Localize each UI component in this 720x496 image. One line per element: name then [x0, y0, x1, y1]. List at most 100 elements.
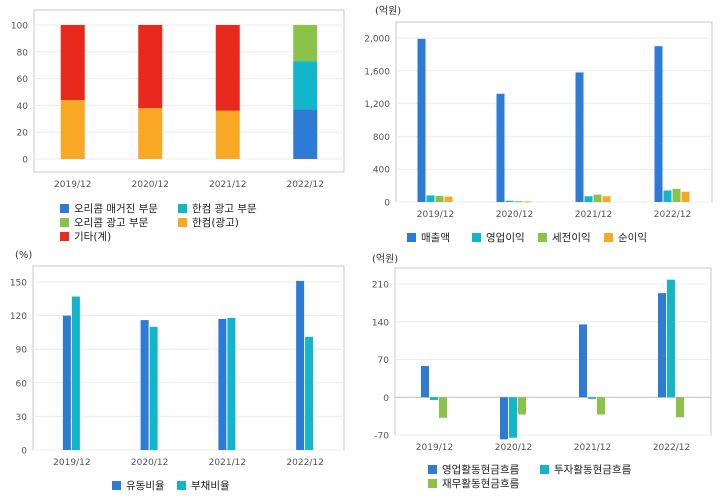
legend-item: 순이익	[604, 230, 647, 245]
legend-label: 오리콤 광고 부문	[74, 217, 149, 229]
legend-item: 부채비율	[177, 478, 230, 493]
bar	[430, 397, 438, 400]
legend-item: 한컴 광고 부문	[178, 201, 257, 216]
bar	[426, 195, 435, 202]
chart-cashflow: -70 0 70 140 210 2019/12 2020/12 2021/12 2022/12	[372, 267, 712, 453]
bar	[140, 320, 149, 450]
x-tick-label: 2019/12	[54, 180, 91, 190]
y-tick-label: 2,000	[364, 35, 390, 45]
y-tick-label: 120	[10, 312, 27, 322]
legend-swatch	[472, 233, 481, 242]
y-tick-label: 150	[10, 279, 27, 289]
x-tick-label: 2019/12	[417, 210, 454, 220]
chart-panel-revenue-mix: 0 20 40 60 80 100 2019/12 2020/12 2021/12 2022/12…	[0, 0, 360, 248]
y-tick-label: 60	[16, 379, 28, 389]
plot-frame	[33, 9, 345, 173]
bar	[500, 397, 508, 440]
bar	[293, 61, 318, 110]
legend-label: 한컴(광고)	[192, 217, 239, 229]
bar	[138, 108, 163, 159]
chart-ratios: 0 30 60 90 120 150 2019/12 2020/12 2021/12 2022/1…	[10, 265, 345, 468]
x-tick-label: 2020/12	[496, 210, 533, 220]
bar	[305, 336, 314, 450]
y-tick-label: 1,200	[364, 100, 390, 110]
bar	[496, 93, 505, 202]
bar	[579, 324, 587, 398]
y-tick-label: 80	[17, 48, 29, 58]
legend-label: 영업이익	[486, 232, 525, 244]
legend-item: 재무활동현금흐름	[428, 476, 519, 491]
y-tick-label: 140	[372, 318, 389, 328]
legend-cashflow: 영업활동현금흐름 투자활동현금흐름 재무활동현금흐름	[360, 248, 720, 496]
legend-item: 영업이익	[472, 230, 525, 245]
y-tick-label: -70	[374, 432, 389, 442]
bar	[602, 196, 611, 202]
legend-label: 영업활동현금흐름	[442, 464, 520, 476]
bar	[293, 25, 318, 62]
chart-income: 0 400 800 1,200 1,600 2,000 2019/12 2020/12 2021…	[364, 21, 713, 220]
y-tick-label: 100	[11, 22, 28, 32]
y-tick-label: 0	[22, 156, 28, 166]
y-tick-label: 0	[21, 447, 27, 457]
bar	[597, 397, 605, 415]
legend-swatch	[540, 465, 549, 474]
x-tick-label: 2021/12	[209, 458, 246, 468]
y-tick-label: 60	[17, 75, 29, 85]
y-tick-label: 70	[378, 356, 390, 366]
x-tick-label: 2022/12	[654, 210, 691, 220]
x-tick-label: 2022/12	[286, 458, 323, 468]
legend-swatch	[604, 233, 613, 242]
legend-swatch	[178, 204, 187, 213]
legend-item: 한컴(광고)	[178, 215, 239, 230]
legend-swatch	[177, 481, 186, 490]
bar	[593, 194, 602, 202]
legend-ratios: 유동비율 부채비율	[0, 248, 360, 496]
legend-item: 유동비율	[112, 478, 165, 493]
y-tick-label: 1,600	[364, 67, 390, 77]
legend-swatch	[407, 233, 416, 242]
bar	[60, 100, 85, 159]
bar	[444, 196, 453, 202]
x-tick-label: 2020/12	[495, 443, 532, 453]
legend-swatch	[60, 218, 69, 227]
legend-item: 오리콤 광고 부문	[60, 215, 148, 230]
y-tick-label: 90	[16, 346, 28, 356]
bar	[71, 296, 80, 450]
bar	[672, 188, 681, 202]
bar	[138, 25, 163, 109]
x-tick-label: 2020/12	[132, 180, 169, 190]
bar	[215, 110, 240, 159]
bar	[588, 397, 596, 399]
unit-label: (억원)	[375, 6, 402, 17]
bar	[62, 315, 71, 450]
y-tick-label: 400	[373, 166, 390, 176]
legend-label: 한컴 광고 부문	[192, 203, 257, 215]
legend-label: 매출액	[421, 232, 450, 244]
unit-label: (억원)	[372, 254, 399, 265]
bar	[227, 317, 236, 450]
bar	[60, 25, 85, 101]
y-tick-label: 0	[384, 199, 390, 209]
legend-swatch	[60, 232, 69, 241]
bar	[518, 397, 526, 415]
y-tick-label: 210	[372, 281, 389, 291]
bar	[523, 201, 532, 203]
bar	[505, 200, 514, 202]
bar	[439, 397, 447, 418]
x-tick-label: 2022/12	[653, 443, 690, 453]
x-tick-label: 2019/12	[53, 458, 90, 468]
plot-frame	[32, 265, 345, 451]
legend-label: 재무활동현금흐름	[442, 478, 520, 490]
legend-label: 세전이익	[552, 232, 591, 244]
bar	[218, 318, 227, 450]
legend-swatch	[428, 479, 437, 488]
legend-swatch	[178, 218, 187, 227]
bar	[149, 326, 158, 450]
bar	[654, 46, 663, 203]
x-tick-label: 2021/12	[575, 210, 612, 220]
legend-item: 오리콤 매거진 부문	[60, 201, 158, 216]
chart-revenue-mix: 0 20 40 60 80 100 2019/12 2020/12 2021/12 2022/12	[11, 9, 345, 190]
bar	[293, 109, 318, 159]
legend-item: 투자활동현금흐름	[540, 462, 631, 477]
legend-swatch	[538, 233, 547, 242]
